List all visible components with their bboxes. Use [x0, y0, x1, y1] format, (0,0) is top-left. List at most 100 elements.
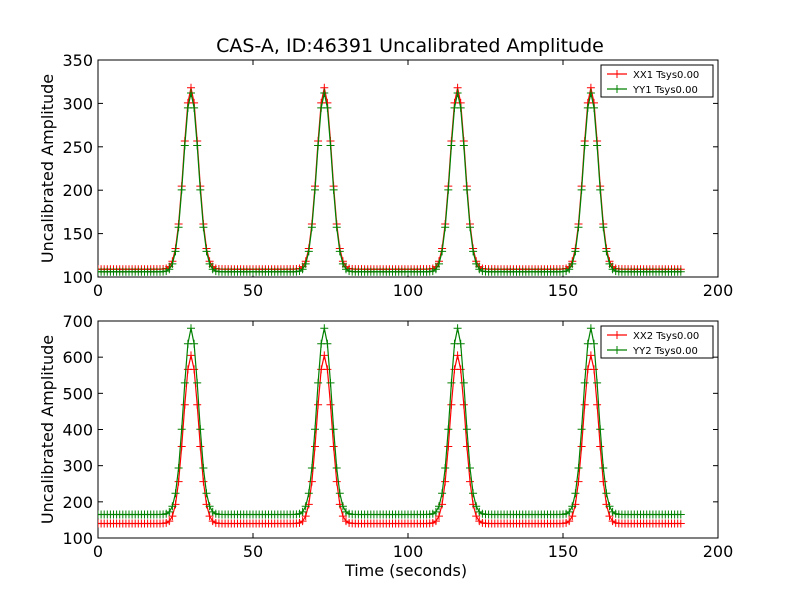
data-point [580, 141, 589, 150]
data-point [165, 507, 174, 516]
data-point [596, 425, 605, 434]
data-point [453, 324, 462, 333]
data-point [435, 259, 443, 268]
data-point [332, 223, 341, 232]
x-axis-label: Time (seconds) [344, 561, 467, 580]
data-point [168, 502, 177, 511]
data-point [320, 88, 329, 97]
data-point [462, 185, 471, 194]
data-point [326, 400, 335, 409]
data-point [187, 351, 195, 360]
data-point [447, 400, 456, 409]
data-point [577, 425, 586, 434]
data-point [190, 103, 199, 112]
data-point [168, 259, 177, 268]
data-point [174, 477, 183, 486]
data-point [311, 442, 319, 451]
legend-marker [613, 70, 621, 78]
data-point [574, 464, 583, 473]
data-point [187, 324, 195, 333]
data-point [590, 339, 598, 348]
data-point [180, 378, 189, 387]
data-point [301, 502, 310, 511]
data-point [459, 400, 468, 409]
data-point [190, 339, 199, 348]
data-point [577, 185, 586, 194]
legend-label: YY1 Tsys0.00 [632, 85, 698, 96]
data-point [311, 185, 319, 194]
data-point [332, 477, 341, 486]
data-point [453, 88, 462, 97]
data-point [196, 185, 205, 194]
data-point [565, 265, 574, 274]
data-point [676, 519, 685, 528]
data-point [593, 141, 602, 150]
data-point [602, 247, 611, 256]
subplot-bottom: 0 50 100 150 200 100 200 300 400 500 600 700 Uncalib… [38, 312, 733, 580]
data-point [676, 267, 685, 276]
data-point [586, 88, 595, 97]
y-tick-label: 700 [62, 312, 93, 331]
data-point [574, 477, 583, 486]
data-point [447, 141, 456, 150]
data-point [193, 400, 202, 409]
data-point [171, 489, 180, 498]
data-point [441, 477, 450, 486]
data-point [593, 378, 602, 387]
data-point [174, 223, 183, 232]
data-point [596, 442, 605, 451]
data-point [571, 247, 580, 256]
y-tick-label: 200 [62, 181, 93, 200]
data-point [438, 247, 447, 256]
data-point [444, 442, 453, 451]
data-point [174, 464, 183, 473]
data-point [435, 512, 443, 521]
data-point [593, 400, 602, 409]
data-point [568, 259, 577, 268]
data-point [193, 141, 202, 150]
x-tick-label: 150 [548, 542, 579, 561]
y-tick-label: 250 [62, 138, 93, 157]
series-xx2 [98, 351, 685, 528]
data-point [441, 464, 450, 473]
data-point [307, 477, 316, 486]
y-tick-label: 100 [62, 268, 93, 287]
data-point [298, 517, 307, 526]
legend-marker [613, 85, 621, 93]
x-tick-label: 100 [393, 542, 424, 561]
data-point [599, 477, 608, 486]
data-point [307, 223, 316, 232]
data-point [599, 223, 608, 232]
data-point [338, 259, 347, 268]
legend-label: XX1 Tsys0.00 [633, 70, 699, 81]
x-tick-label: 50 [243, 542, 263, 561]
data-point [456, 339, 465, 348]
data-point [196, 442, 205, 451]
data-point [329, 185, 338, 194]
y-tick-label: 150 [62, 225, 93, 244]
legend-marker [613, 331, 621, 339]
data-point [199, 223, 208, 232]
data-point [320, 324, 329, 333]
data-point [444, 425, 453, 434]
data-point [472, 502, 481, 511]
data-point [320, 351, 329, 360]
data-point [466, 223, 474, 232]
data-point [438, 489, 447, 498]
data-point [307, 464, 316, 473]
data-point [444, 185, 453, 194]
data-point [332, 464, 341, 473]
data-point [329, 442, 338, 451]
data-point [462, 442, 471, 451]
data-point [568, 502, 577, 511]
data-point [180, 400, 189, 409]
data-point [459, 378, 468, 387]
data-point [171, 247, 180, 256]
data-point [462, 425, 471, 434]
plot-area [98, 83, 685, 276]
y-tick-label: 350 [62, 51, 93, 70]
chart-title: CAS-A, ID:46391 Uncalibrated Amplitude [216, 35, 604, 57]
data-point [202, 489, 211, 498]
